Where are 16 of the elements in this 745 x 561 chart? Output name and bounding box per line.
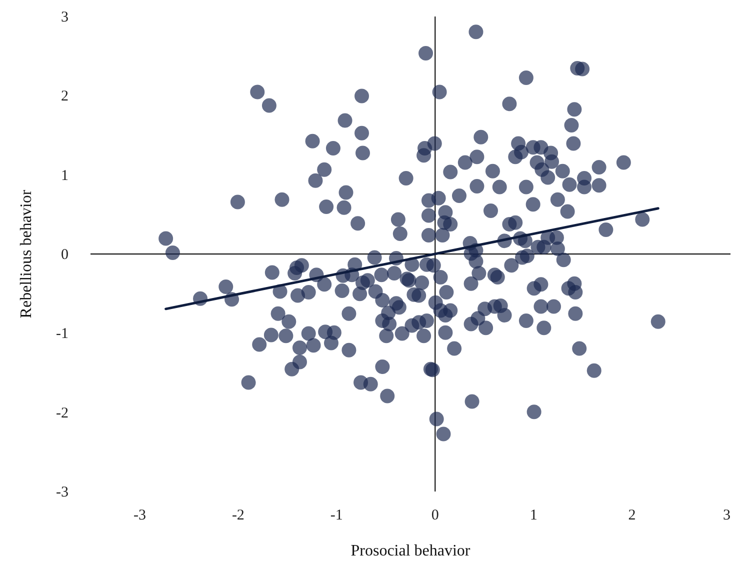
y-tick-label: 3 (61, 10, 68, 26)
y-tick-label: 2 (61, 88, 68, 105)
x-tick-label: -2 (232, 508, 244, 524)
x-tick-label: -3 (133, 508, 146, 524)
y-tick-label: -1 (56, 326, 68, 342)
y-tick-label: 1 (61, 168, 68, 184)
x-tick-label: 3 (723, 508, 730, 524)
x-tick-label: 1 (530, 508, 538, 524)
x-tick-label: 2 (628, 508, 636, 524)
x-tick-label: -1 (330, 508, 343, 524)
y-tick-label: 0 (61, 247, 68, 263)
y-tick-label: -3 (56, 484, 68, 500)
x-axis-title: Prosocial behavior (350, 542, 471, 560)
y-axis-title: Rebellious behavior (18, 189, 36, 318)
x-tick-label: 0 (431, 508, 439, 524)
y-tick-label: -2 (56, 405, 68, 422)
